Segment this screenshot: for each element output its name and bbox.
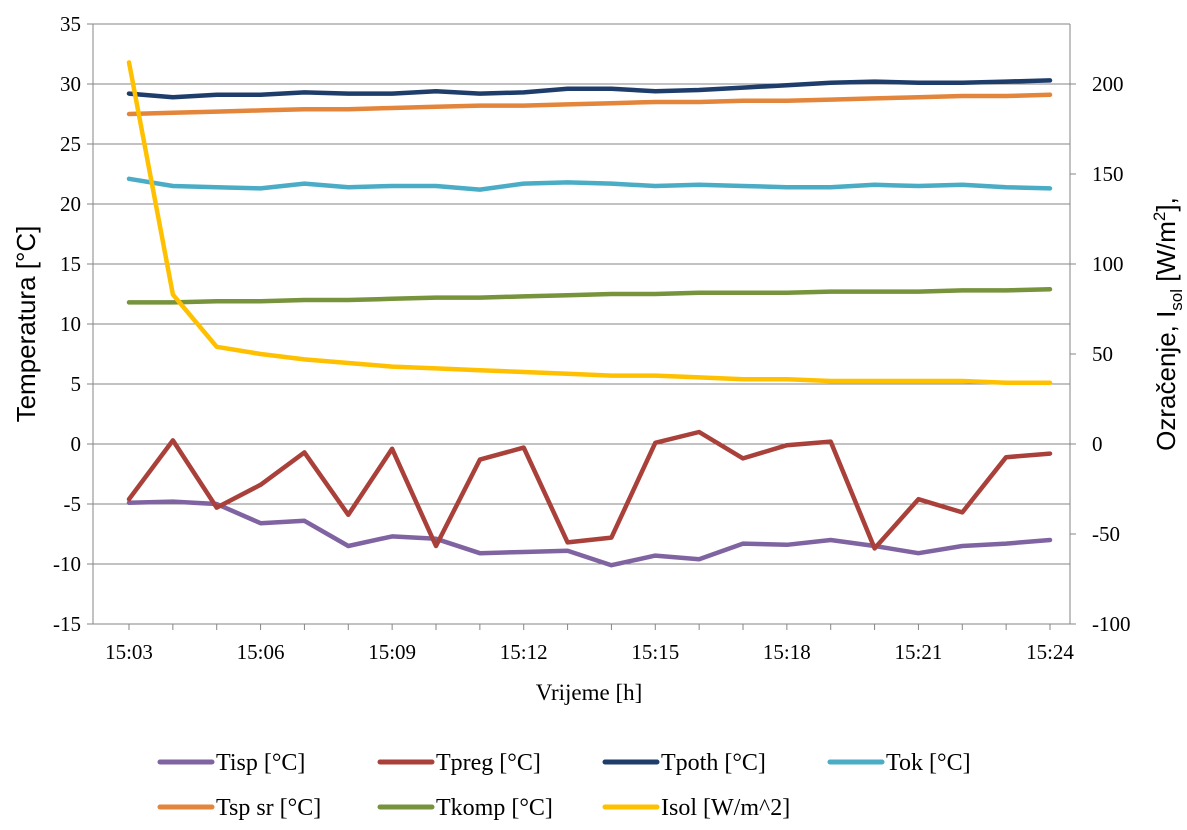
x-axis-ticks: 15:03 15:06 15:09 15:12 15:15 15:18 15:21 15:24 (105, 640, 1074, 664)
y2-tick-label: 150 (1092, 162, 1124, 186)
y2-axis-title-end: ], (1151, 197, 1181, 211)
y-tick-label: -10 (53, 552, 81, 576)
y2-tick-label: 100 (1092, 252, 1124, 276)
legend-label: Isol [W/m^2] (661, 795, 790, 821)
x-tick-label: 15:21 (895, 640, 943, 664)
y-tick-label: 0 (71, 432, 82, 456)
legend-label: Tpreg [°C] (436, 750, 541, 776)
x-tick-label: 15:15 (631, 640, 679, 664)
series-line-5 (126, 286, 1053, 305)
y-tick-label: 10 (60, 312, 81, 336)
y-tick-label: 35 (60, 12, 81, 36)
x-tick-label: 15:24 (1026, 640, 1074, 664)
y-tick-label: 5 (71, 372, 82, 396)
x-tick-label: 15:06 (237, 640, 285, 664)
y2-axis-title-main: Ozračenje, I (1151, 311, 1181, 451)
legend-label: Tpoth [°C] (661, 750, 766, 776)
y2-tick-label: -50 (1092, 522, 1120, 546)
x-tick-label: 15:09 (368, 640, 416, 664)
series-lines (126, 60, 1053, 568)
y-tick-label: -15 (53, 612, 81, 636)
y-tick-label: 15 (60, 252, 81, 276)
y2-tick-label: 0 (1092, 432, 1103, 456)
legend: Tisp [°C] Tpreg [°C] Tpoth [°C] Tok [°C] Tsp… (157, 750, 971, 821)
series-line-1 (126, 429, 1053, 551)
y-tick-label: 30 (60, 72, 81, 96)
x-tick-label: 15:12 (500, 640, 548, 664)
series-line-0 (126, 499, 1053, 568)
y-tick-label: -5 (64, 492, 82, 516)
y2-axis-title-sup: 2 (1150, 212, 1169, 221)
y2-tick-label: 200 (1092, 72, 1124, 96)
y-axis-left-ticks: -15 -10 -5 0 5 10 15 20 25 30 35 (53, 12, 81, 636)
series-line-6 (126, 60, 1053, 386)
y-tick-label: 20 (60, 192, 81, 216)
x-axis-title: Vrijeme [h] (536, 680, 643, 705)
series-line-3 (126, 176, 1053, 192)
legend-label: Tok [°C] (886, 750, 971, 776)
y2-axis-title: Ozračenje, Isol [W/m2], (1150, 197, 1186, 451)
series-line-2 (126, 78, 1053, 100)
y2-axis-title-sub: sol (1167, 289, 1186, 311)
legend-label: Tsp sr [°C] (216, 795, 321, 821)
x-tick-label: 15:18 (763, 640, 811, 664)
y-tick-label: 25 (60, 132, 81, 156)
y2-axis-title-tail: [W/m (1151, 221, 1181, 289)
legend-label: Tisp [°C] (216, 750, 305, 776)
legend-label: Tkomp [°C] (436, 795, 553, 821)
y2-tick-label: -100 (1092, 612, 1131, 636)
y-axis-right-ticks: -100 -50 0 50 100 150 200 (1092, 72, 1131, 636)
y2-tick-label: 50 (1092, 342, 1113, 366)
y-axis-title: Temperatura [°C] (11, 226, 41, 423)
x-tick-label: 15:03 (105, 640, 153, 664)
series-line-4 (126, 92, 1053, 117)
